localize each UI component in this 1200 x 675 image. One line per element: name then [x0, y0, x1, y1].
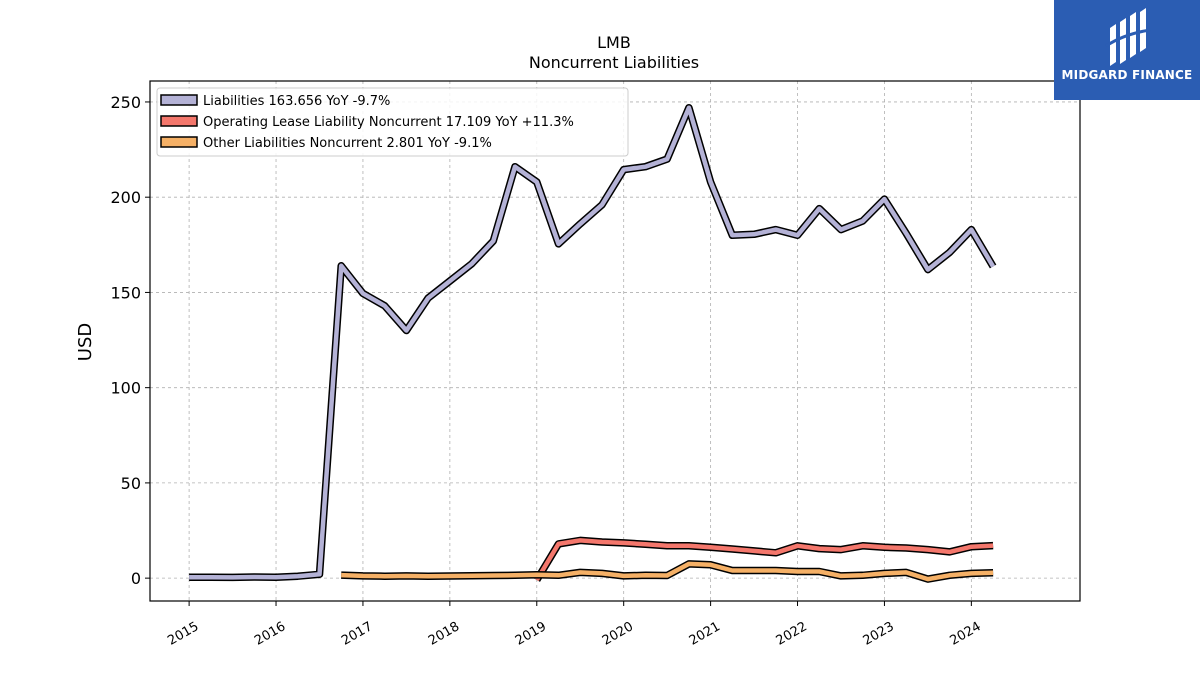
- legend-swatch: [160, 94, 198, 106]
- y-tick-label: 0: [131, 569, 141, 588]
- brand-name: MIDGARD FINANCE: [1061, 68, 1193, 82]
- series-line-3: [341, 560, 994, 583]
- brand-mark-icon: [1105, 8, 1151, 66]
- legend-box: [156, 87, 629, 157]
- y-tick-label: 250: [110, 93, 141, 112]
- series-line-1: [189, 103, 997, 582]
- legend-entry: Liabilities 163.656 YoY -9.7%: [160, 94, 390, 109]
- x-tick-label: 2022: [774, 619, 810, 649]
- y-tick-label: 200: [110, 188, 141, 207]
- y-tick-label: 150: [110, 283, 141, 302]
- x-tick-label: 2018: [426, 619, 462, 649]
- x-tick-label: 2015: [165, 619, 201, 649]
- series-path: [189, 105, 996, 580]
- x-tick-label: 2020: [600, 619, 636, 649]
- brand-logo: MIDGARD FINANCE: [1054, 0, 1200, 100]
- x-tick-label: 2023: [861, 619, 897, 649]
- legend-entry: Other Liabilities Noncurrent 2.801 YoY -…: [160, 136, 492, 151]
- legend-label: Other Liabilities Noncurrent 2.801 YoY -…: [203, 136, 492, 151]
- chart-subtitle: Noncurrent Liabilities: [529, 53, 699, 72]
- legend-label: Operating Lease Liability Noncurrent 17.…: [203, 115, 574, 130]
- x-tick-label: 2016: [252, 619, 288, 649]
- legend-label: Liabilities 163.656 YoY -9.7%: [203, 94, 390, 109]
- series-outline: [189, 103, 997, 582]
- series-line-2: [533, 536, 994, 582]
- legend-swatch: [160, 115, 198, 127]
- series-path: [341, 561, 994, 582]
- legend-swatch: [160, 136, 198, 148]
- legend: Liabilities 163.656 YoY -9.7% Operating L…: [156, 87, 629, 157]
- plot-frame: [149, 80, 1081, 602]
- y-tick-label: 100: [110, 379, 141, 398]
- x-tick-label: 2019: [513, 619, 549, 649]
- grid: [150, 81, 1080, 601]
- y-axis-label: USD: [75, 323, 96, 361]
- x-tick-label: 2024: [948, 619, 984, 649]
- legend-entry: Operating Lease Liability Noncurrent 17.…: [160, 115, 574, 130]
- x-tick-label: 2017: [339, 619, 375, 649]
- series-path: [534, 538, 994, 582]
- chart-title: LMB: [597, 33, 631, 52]
- plot-area: [189, 103, 997, 583]
- y-tick-label: 50: [121, 474, 141, 493]
- x-tick-label: 2021: [687, 619, 723, 649]
